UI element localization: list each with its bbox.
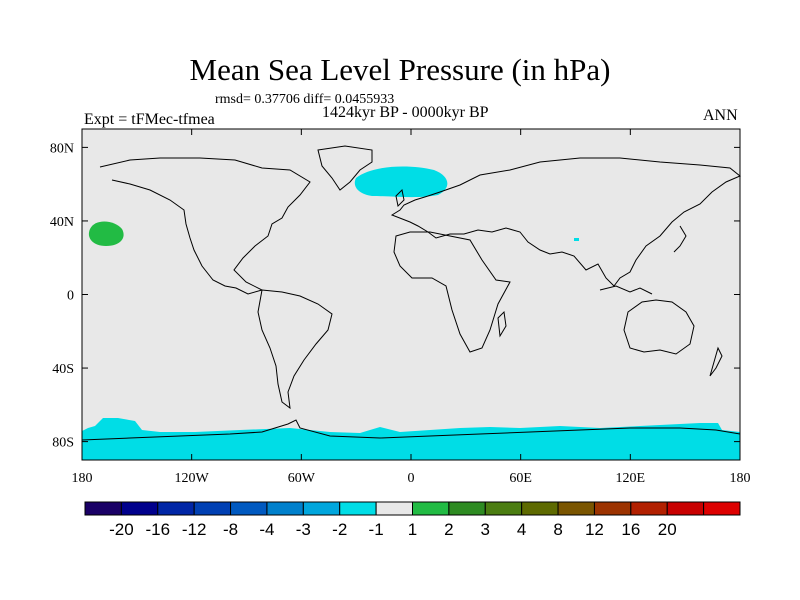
colorbar-label: -2 xyxy=(332,520,347,539)
colorbar-label: -3 xyxy=(296,520,311,539)
colorbar: -20 -16 -12 -8 -4 -3 -2 -1 1 2 3 4 8 12 16 20 xyxy=(84,501,741,539)
colorbar-label: 8 xyxy=(553,520,562,539)
lon-tick-label: 0 xyxy=(408,471,415,486)
colorbar-label: 4 xyxy=(517,520,526,539)
colorbar-label: 20 xyxy=(658,520,677,539)
colorbar-swatch xyxy=(266,501,304,516)
lon-tick-label: 120W xyxy=(175,471,210,486)
colorbar-label: 2 xyxy=(444,520,453,539)
colorbar-label: -12 xyxy=(182,520,207,539)
colorbar-swatch xyxy=(484,501,523,516)
lon-tick-label: 60W xyxy=(288,471,316,486)
colorbar-swatch xyxy=(448,501,486,516)
colorbar-swatch xyxy=(703,501,741,516)
colorbar-swatch xyxy=(593,501,632,516)
colorbar-label: -8 xyxy=(223,520,238,539)
experiment-label: Expt = tFMec-tfmea xyxy=(84,111,215,128)
colorbar-swatch xyxy=(157,501,195,516)
colorbar-label: 1 xyxy=(408,520,417,539)
colorbar-swatch xyxy=(193,501,232,516)
north-pacific-positive-anomaly xyxy=(88,221,124,246)
colorbar-label: -16 xyxy=(145,520,170,539)
lon-tick-label: 180 xyxy=(730,471,751,486)
small-anomaly-patch xyxy=(574,238,579,241)
chart-title: Mean Sea Level Pressure (in hPa) xyxy=(189,52,611,87)
colorbar-swatch xyxy=(557,501,595,516)
southern-ocean-negative-anomaly xyxy=(82,418,740,460)
north-atlantic-negative-anomaly xyxy=(354,166,448,198)
colorbar-swatch xyxy=(375,501,414,516)
colorbar-label: 3 xyxy=(481,520,490,539)
lon-tick-label: 60E xyxy=(509,471,532,486)
colorbar-swatch xyxy=(630,501,668,516)
colorbar-swatch xyxy=(339,501,377,516)
colorbar-label: 12 xyxy=(585,520,604,539)
season-label: ANN xyxy=(703,107,738,124)
colorbar-swatch xyxy=(120,501,159,516)
lat-tick-label: 40S xyxy=(52,362,74,377)
colorbar-label: 16 xyxy=(621,520,640,539)
lat-tick-label: 80N xyxy=(50,141,74,156)
colorbar-label: -4 xyxy=(259,520,274,539)
colorbar-swatch xyxy=(84,501,122,516)
map-axes: 80N 40N 0 40S 80S 180 120W 60W 0 60E 120E 180 xyxy=(50,129,751,486)
colorbar-swatch xyxy=(412,501,450,516)
coastlines xyxy=(81,145,741,441)
lat-tick-label: 40N xyxy=(50,215,74,230)
colorbar-swatch xyxy=(302,501,341,516)
time-period: 1424kyr BP - 0000kyr BP xyxy=(322,104,489,121)
colorbar-label: -20 xyxy=(109,520,134,539)
lat-tick-label: 80S xyxy=(52,436,74,451)
colorbar-swatch xyxy=(230,501,268,516)
rmsd-diff-stats: rmsd= 0.37706 diff= 0.0455933 xyxy=(215,92,395,107)
colorbar-swatch xyxy=(666,501,705,516)
lon-tick-label: 120E xyxy=(616,471,646,486)
colorbar-label: -1 xyxy=(369,520,384,539)
lat-tick-label: 0 xyxy=(67,289,74,304)
anomaly-shading xyxy=(82,166,740,460)
lon-tick-label: 180 xyxy=(72,471,93,486)
colorbar-swatch xyxy=(521,501,559,516)
